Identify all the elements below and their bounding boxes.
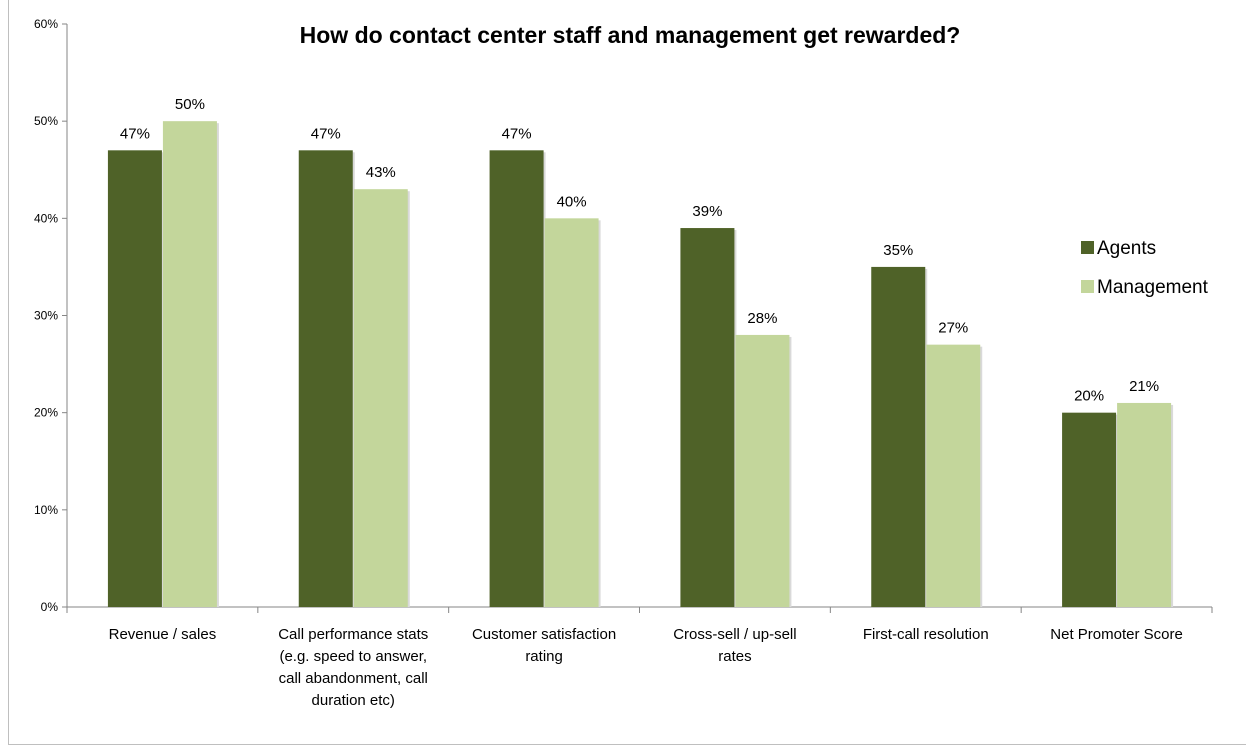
data-label: 47% [311,125,341,142]
bar-agents [680,228,735,608]
x-category-label: Cross-sell / up-sell rates [673,626,796,665]
chart-title: How do contact center staff and manageme… [300,22,961,48]
legend-swatch [1081,241,1094,254]
y-tick-label: 40% [34,211,58,225]
x-category-label: Customer satisfaction rating [472,626,616,665]
x-category-label: Call performance stats (e.g. speed to ans… [278,626,428,709]
bar-management [353,189,408,607]
data-label: 50% [175,96,205,113]
bar-management [1117,402,1172,607]
bar-agents [298,150,353,608]
data-label: 47% [502,125,532,142]
chart-frame [8,0,1246,745]
legend: Agents Management [1081,238,1209,298]
data-label: 35% [883,242,913,259]
y-tick-label: 0% [41,600,59,614]
axes: 0% 10% 20% 30% 40% 50% 60% Revenue / sales Call … [34,17,1213,709]
y-tick-label: 50% [34,114,58,128]
bar-management [544,218,599,608]
bar-agents [107,150,162,608]
data-label: 21% [1129,378,1159,395]
data-label: 47% [120,125,150,142]
y-tick-label: 30% [34,309,58,323]
data-label: 39% [692,203,722,220]
data-label: 43% [366,164,396,181]
bar-management [735,334,790,607]
y-tick-label: 60% [34,17,58,31]
bar-agents [871,266,926,607]
y-tick-label: 10% [34,503,58,517]
legend-label: Management [1097,277,1209,298]
data-label: 27% [938,320,968,337]
bars [107,121,1174,608]
data-label: 40% [557,193,587,210]
data-label: 28% [747,310,777,327]
x-category-label: Revenue / sales [109,626,217,643]
bar-agents [489,150,544,608]
bar-agents [1062,412,1117,607]
data-label: 20% [1074,388,1104,405]
bar-management [162,121,217,608]
legend-swatch [1081,280,1094,293]
bar-management [926,344,981,607]
legend-label: Agents [1097,238,1156,259]
data-labels: 47% 47% 47% 39% 35% 20% 50% 43% 40% 28% 27% 21% [120,96,1159,405]
x-category-label: First-call resolution [863,626,989,643]
x-category-label: Net Promoter Score [1050,626,1183,643]
y-tick-label: 20% [34,406,58,420]
